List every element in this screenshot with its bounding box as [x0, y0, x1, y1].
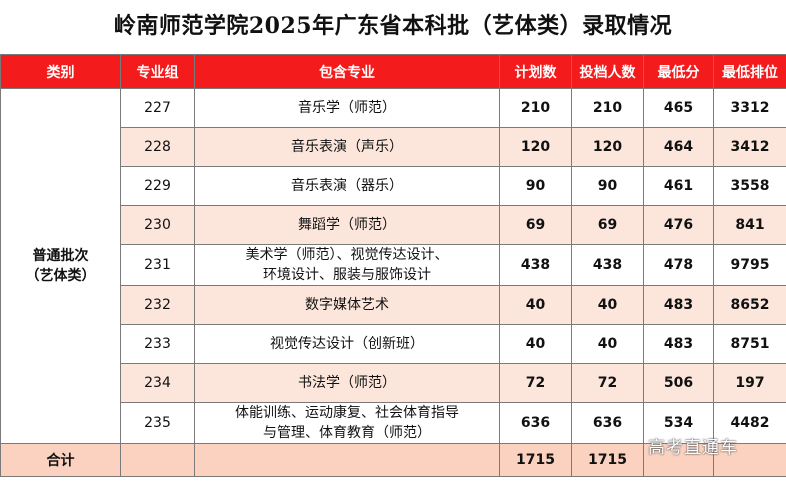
major-line: 音乐学（师范）	[298, 100, 396, 116]
admitted-cell: 72	[571, 363, 644, 403]
min-score-cell: 464	[643, 127, 714, 167]
table-row: 普通批次 （艺体类） 227 音乐学（师范） 210 210 465 3312	[0, 88, 786, 444]
plan-cell: 69	[499, 205, 572, 245]
category-line-2: （艺体类）	[25, 268, 96, 284]
admitted-cell: 40	[571, 324, 644, 364]
category-cell: 普通批次 （艺体类）	[0, 88, 121, 444]
majors-cell: 体能训练、运动康复、社会体育指导 与管理、体育教育（师范）	[194, 402, 500, 444]
table-row: 235 体能训练、运动康复、社会体育指导 与管理、体育教育（师范） 636 63…	[1, 402, 786, 444]
min-score-cell: 465	[643, 88, 714, 128]
group-cell: 235	[120, 402, 195, 444]
majors-cell: 音乐学（师范）	[194, 88, 500, 128]
group-cell: 229	[120, 166, 195, 206]
major-line: 音乐表演（器乐）	[291, 178, 403, 194]
admitted-cell: 90	[571, 166, 644, 206]
total-empty-cell	[713, 443, 786, 477]
min-score-cell: 478	[643, 244, 714, 286]
majors-cell: 书法学（师范）	[194, 363, 500, 403]
majors-cell: 数字媒体艺术	[194, 285, 500, 325]
page-title: 岭南师范学院2025年广东省本科批（艺体类）录取情况	[113, 13, 673, 39]
min-rank-cell: 4482	[713, 402, 786, 444]
plan-cell: 40	[499, 324, 572, 364]
admitted-cell: 120	[571, 127, 644, 167]
admitted-cell: 210	[571, 88, 644, 128]
majors-cell: 美术学（师范）、视觉传达设计、 环境设计、服装与服饰设计	[194, 244, 500, 286]
min-score-cell: 461	[643, 166, 714, 206]
majors-cell: 音乐表演（声乐）	[194, 127, 500, 167]
table-row: 229 音乐表演（器乐） 90 90 461 3558	[1, 166, 786, 206]
watermark: 高考直通车	[648, 438, 738, 458]
admission-table: 类别 专业组 包含专业 计划数 投档人数 最低分 最低排位 普通批次 （艺体类）…	[0, 54, 786, 477]
group-cell: 230	[120, 205, 195, 245]
group-cell: 228	[120, 127, 195, 167]
table-row: 231 美术学（师范）、视觉传达设计、 环境设计、服装与服饰设计 438 438…	[1, 244, 786, 286]
header-min-score: 最低分	[643, 54, 714, 89]
major-line: 视觉传达设计（创新班）	[270, 336, 424, 352]
min-rank-cell: 197	[713, 363, 786, 403]
plan-cell: 72	[499, 363, 572, 403]
header-min-rank: 最低排位	[713, 54, 786, 89]
plan-cell: 120	[499, 127, 572, 167]
total-admitted: 1715	[571, 443, 644, 477]
min-rank-cell: 8751	[713, 324, 786, 364]
min-score-cell: 506	[643, 363, 714, 403]
min-score-cell: 483	[643, 324, 714, 364]
total-empty-cell	[194, 443, 500, 477]
group-cell: 232	[120, 285, 195, 325]
group-cell: 233	[120, 324, 195, 364]
plan-cell: 210	[499, 88, 572, 128]
total-label: 合计	[0, 443, 121, 477]
min-rank-cell: 8652	[713, 285, 786, 325]
min-rank-cell: 841	[713, 205, 786, 245]
min-rank-cell: 3312	[713, 88, 786, 128]
table-row: 232 数字媒体艺术 40 40 483 8652	[1, 285, 786, 325]
major-line: 书法学（师范）	[298, 375, 396, 391]
majors-cell: 音乐表演（器乐）	[194, 166, 500, 206]
admitted-cell: 636	[571, 402, 644, 444]
table-row: 233 视觉传达设计（创新班） 40 40 483 8751	[1, 324, 786, 364]
major-line: 体能训练、运动康复、社会体育指导	[235, 405, 459, 421]
total-empty-cell	[120, 443, 195, 477]
major-line: 环境设计、服装与服饰设计	[263, 267, 431, 283]
header-admitted: 投档人数	[571, 54, 644, 89]
total-plan: 1715	[499, 443, 572, 477]
header-category: 类别	[0, 54, 121, 89]
group-cell: 234	[120, 363, 195, 403]
major-line: 与管理、体育教育（师范）	[263, 425, 431, 441]
plan-cell: 90	[499, 166, 572, 206]
admitted-cell: 438	[571, 244, 644, 286]
major-line: 美术学（师范）、视觉传达设计、	[245, 247, 449, 263]
total-row: 合计 1715 1715	[0, 443, 786, 477]
plan-cell: 636	[499, 402, 572, 444]
min-rank-cell: 3558	[713, 166, 786, 206]
major-line: 舞蹈学（师范）	[298, 217, 396, 233]
total-empty-cell	[643, 443, 714, 477]
major-line: 数字媒体艺术	[305, 297, 389, 313]
table-row: 230 舞蹈学（师范） 69 69 476 841	[1, 205, 786, 245]
admitted-cell: 40	[571, 285, 644, 325]
admitted-cell: 69	[571, 205, 644, 245]
table-row: 228 音乐表演（声乐） 120 120 464 3412	[1, 127, 786, 167]
table-header-row: 类别 专业组 包含专业 计划数 投档人数 最低分 最低排位	[0, 54, 786, 89]
min-rank-cell: 3412	[713, 127, 786, 167]
plan-cell: 40	[499, 285, 572, 325]
header-group: 专业组	[120, 54, 195, 89]
majors-cell: 视觉传达设计（创新班）	[194, 324, 500, 364]
min-score-cell: 476	[643, 205, 714, 245]
group-cell: 227	[120, 88, 195, 128]
plan-cell: 438	[499, 244, 572, 286]
group-cell: 231	[120, 244, 195, 286]
min-score-cell: 483	[643, 285, 714, 325]
min-rank-cell: 9795	[713, 244, 786, 286]
major-line: 音乐表演（声乐）	[291, 139, 403, 155]
majors-cell: 舞蹈学（师范）	[194, 205, 500, 245]
table-row: 234 书法学（师范） 72 72 506 197	[1, 363, 786, 403]
min-score-cell: 534	[643, 402, 714, 444]
header-plan: 计划数	[499, 54, 572, 89]
category-line-1: 普通批次	[32, 248, 89, 264]
header-majors: 包含专业	[194, 54, 500, 89]
